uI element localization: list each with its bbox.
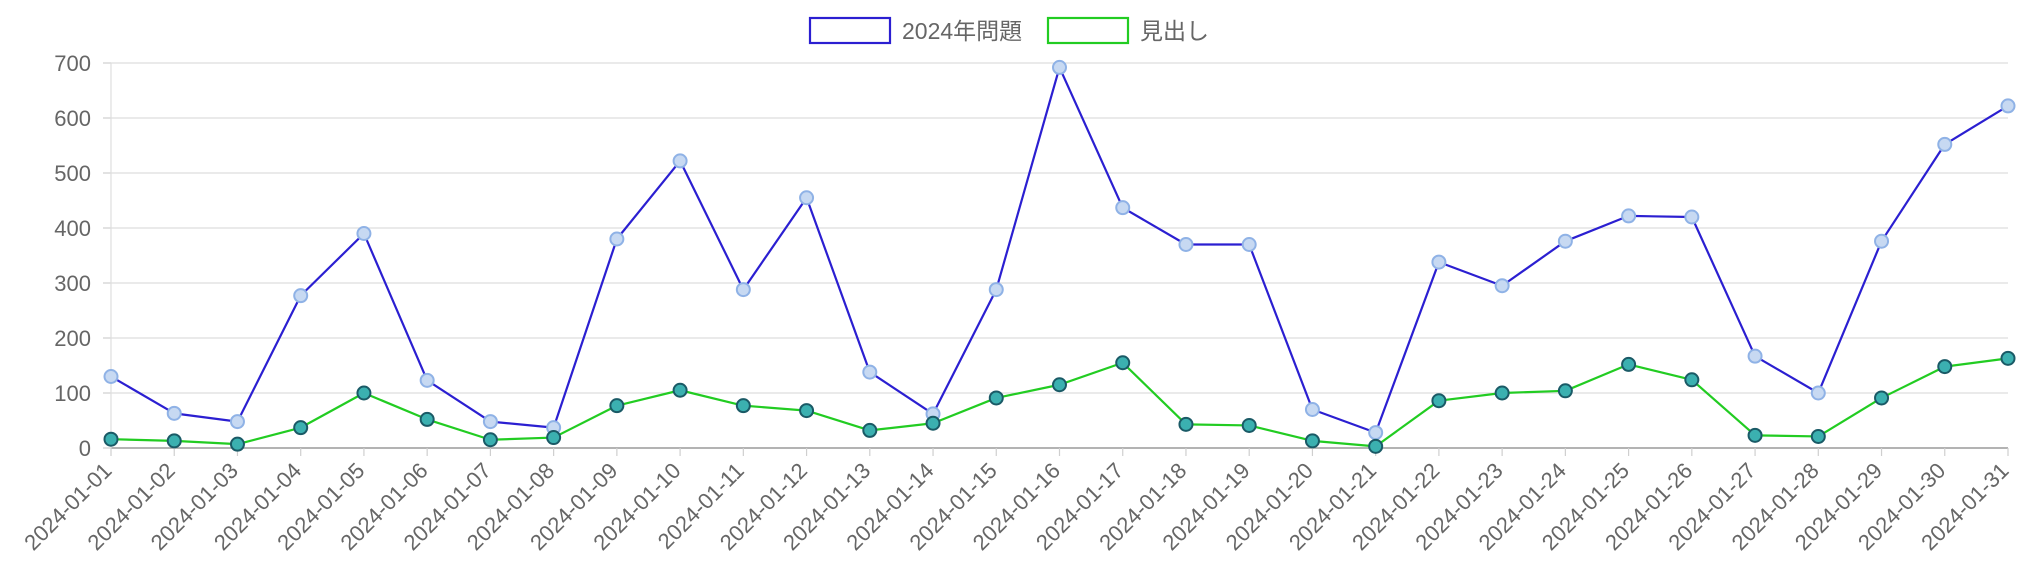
x-axis: 2024-01-012024-01-022024-01-032024-01-04… [19, 448, 2014, 555]
series-layer [103, 59, 2016, 454]
data-point[interactable] [609, 231, 625, 247]
data-point[interactable] [1241, 237, 1257, 252]
data-point[interactable] [1052, 377, 1067, 393]
data-point[interactable] [1241, 417, 1257, 433]
data-point[interactable] [1684, 209, 1700, 225]
data-point[interactable] [1557, 383, 1573, 399]
data-point[interactable] [1937, 136, 1953, 152]
data-point[interactable] [103, 431, 119, 447]
legend-item[interactable]: 2024年問題 [808, 16, 1022, 45]
y-tick-label: 400 [54, 216, 91, 241]
data-point[interactable] [1368, 425, 1384, 441]
data-point[interactable] [1621, 208, 1637, 224]
data-point[interactable] [1431, 254, 1447, 270]
data-point[interactable] [482, 432, 498, 448]
legend-item[interactable]: 見出し [1046, 16, 1209, 45]
data-point[interactable] [735, 398, 751, 414]
data-point[interactable] [2000, 98, 2016, 114]
data-point[interactable] [356, 385, 372, 401]
data-point[interactable] [419, 372, 435, 388]
data-point[interactable] [1621, 356, 1637, 372]
data-point[interactable] [356, 226, 372, 241]
data-point[interactable] [1937, 359, 1953, 375]
data-point[interactable] [1747, 427, 1763, 443]
data-point[interactable] [988, 390, 1004, 406]
data-point[interactable] [482, 414, 498, 430]
y-tick-label: 600 [54, 106, 91, 131]
legend-swatch [808, 16, 892, 45]
data-point[interactable] [1747, 348, 1763, 364]
legend-swatch [1046, 16, 1130, 45]
data-point[interactable] [988, 282, 1004, 298]
series-line [110, 357, 2009, 448]
data-point[interactable] [1304, 402, 1320, 417]
data-point[interactable] [1431, 393, 1447, 409]
y-tick-label: 700 [54, 51, 91, 76]
data-point[interactable] [1810, 428, 1826, 444]
data-point[interactable] [546, 430, 562, 446]
data-point[interactable] [1494, 278, 1510, 294]
data-point[interactable] [672, 153, 688, 169]
data-point[interactable] [166, 433, 182, 449]
data-point[interactable] [1874, 233, 1890, 249]
data-point[interactable] [2000, 350, 2016, 366]
data-point[interactable] [1874, 390, 1890, 406]
series-1 [103, 350, 2016, 454]
data-point[interactable] [1368, 438, 1384, 454]
data-point[interactable] [862, 422, 878, 438]
data-point[interactable] [229, 436, 245, 452]
data-point[interactable] [1494, 385, 1510, 401]
y-tick-label: 200 [54, 326, 91, 351]
y-tick-label: 500 [54, 161, 91, 186]
data-point[interactable] [1115, 200, 1131, 216]
data-point[interactable] [229, 414, 245, 430]
series-0 [103, 59, 2016, 441]
data-point[interactable] [862, 364, 878, 380]
data-point[interactable] [799, 190, 815, 206]
data-point[interactable] [293, 288, 309, 304]
data-point[interactable] [1115, 355, 1131, 371]
data-point[interactable] [1178, 416, 1194, 432]
y-tick-label: 300 [54, 271, 91, 296]
data-point[interactable] [419, 411, 435, 427]
data-point[interactable] [1178, 237, 1194, 252]
data-point[interactable] [1557, 233, 1573, 249]
data-point[interactable] [925, 415, 941, 431]
data-point[interactable] [609, 398, 625, 414]
data-point[interactable] [166, 405, 182, 421]
legend: 2024年問題 見出し [808, 16, 1209, 45]
y-tick-label: 100 [54, 381, 91, 406]
data-point[interactable] [1810, 385, 1826, 401]
y-axis: 0 100 200 300 400 500 600 700 [54, 51, 112, 461]
data-point[interactable] [293, 420, 309, 436]
legend-label: 2024年問題 [902, 18, 1022, 44]
data-point[interactable] [735, 282, 751, 298]
y-tick-label: 0 [79, 436, 91, 461]
data-point[interactable] [1304, 433, 1320, 449]
data-point[interactable] [672, 382, 688, 398]
legend-label: 見出し [1140, 18, 1209, 44]
data-point[interactable] [1052, 59, 1067, 75]
data-point[interactable] [103, 369, 119, 384]
data-point[interactable] [799, 403, 815, 419]
data-point[interactable] [1684, 372, 1700, 388]
